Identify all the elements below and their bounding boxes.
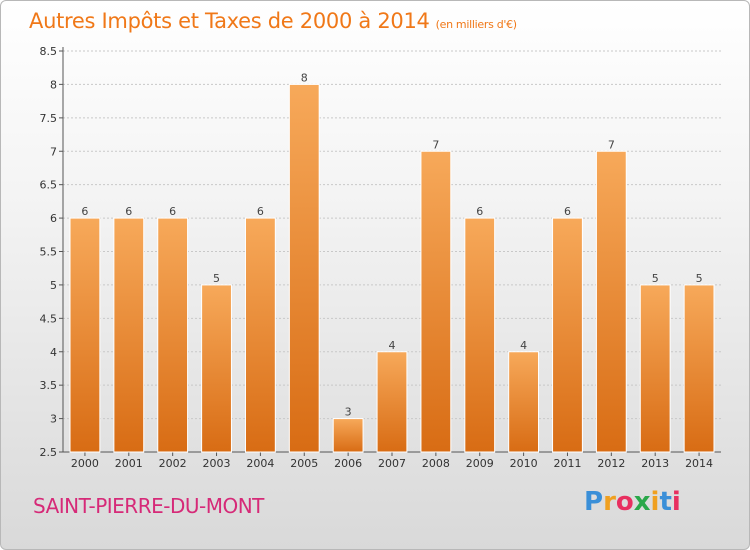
x-tick-label: 2006 [334, 457, 362, 470]
logo-letter: t [659, 487, 672, 517]
bar-2011 [552, 217, 583, 453]
bar-2006 [332, 418, 364, 453]
x-tick-label: 2013 [641, 457, 669, 470]
bar-2001 [113, 217, 145, 453]
bar-2005 [288, 83, 320, 453]
x-tick-label: 2004 [246, 457, 274, 470]
commune-name: SAINT-PIERRE-DU-MONT [33, 494, 264, 518]
x-tick-label: 2007 [378, 457, 406, 470]
bar-2008 [420, 150, 452, 453]
bar-value-label: 6 [125, 205, 132, 218]
bar-value-label: 5 [652, 272, 659, 285]
x-tick-label: 2005 [290, 457, 318, 470]
bar-value-label: 6 [476, 205, 483, 218]
y-tick-label: 6.5 [40, 179, 58, 192]
proxiti-logo[interactable]: Proxiti [584, 487, 681, 517]
bar-2010 [508, 351, 540, 453]
x-tick-label: 2010 [510, 457, 538, 470]
bar-value-label: 7 [608, 138, 615, 151]
x-tick-label: 2012 [597, 457, 625, 470]
bars [69, 83, 715, 453]
bar-value-label: 4 [389, 339, 396, 352]
x-tick-label: 2002 [159, 457, 187, 470]
y-tick-label: 2.5 [40, 446, 58, 459]
logo-letter: x [633, 487, 651, 517]
bar-value-label: 6 [564, 205, 571, 218]
bar-value-label: 6 [81, 205, 88, 218]
bar-value-label: 3 [345, 406, 352, 419]
logo-letter: i [671, 487, 681, 517]
logo-letter: o [615, 487, 634, 517]
x-tick-label: 2000 [71, 457, 99, 470]
x-tick-label: 2001 [115, 457, 143, 470]
bar-2003 [201, 284, 232, 453]
y-tick-label: 7.5 [40, 112, 58, 125]
y-tick-label: 7 [50, 145, 57, 158]
bar-value-label: 5 [696, 272, 703, 285]
bar-2004 [244, 217, 276, 453]
bar-2009 [464, 217, 496, 453]
y-tick-label: 6 [50, 212, 57, 225]
bar-2007 [376, 351, 408, 453]
x-tick-label: 2011 [553, 457, 581, 470]
y-tick-label: 3 [50, 413, 57, 426]
chart-unit: (en milliers d'€) [435, 18, 517, 31]
bar-value-label: 4 [520, 339, 527, 352]
y-tick-label: 5 [50, 279, 57, 292]
y-tick-label: 8 [50, 78, 57, 91]
bar-2002 [157, 217, 189, 453]
logo-letter: r [603, 487, 616, 517]
y-tick-label: 4 [50, 346, 57, 359]
y-tick-label: 4.5 [40, 312, 58, 325]
bar-value-label: 6 [257, 205, 264, 218]
x-tick-label: 2014 [685, 457, 713, 470]
bar-2013 [639, 284, 671, 453]
labels: 2.5 3 3.5 4 4.5 5 5.5 6 6.5 7 7.5 8 8.5 6 2000 6 2001 6 20… [40, 45, 714, 470]
bar-value-label: 5 [213, 272, 220, 285]
bar-value-label: 8 [301, 71, 308, 84]
y-tick-label: 8.5 [40, 45, 58, 58]
bar-2014 [683, 284, 715, 453]
bar-value-label: 7 [432, 138, 439, 151]
x-tick-label: 2008 [422, 457, 450, 470]
chart-title-text: Autres Impôts et Taxes de 2000 à 2014 [29, 9, 430, 33]
logo-letter: i [650, 487, 660, 517]
logo-letter: P [584, 487, 604, 517]
x-tick-label: 2003 [203, 457, 231, 470]
bar-2000 [69, 217, 101, 453]
bar-value-label: 6 [169, 205, 176, 218]
x-tick-label: 2009 [466, 457, 494, 470]
bar-2012 [595, 150, 627, 453]
y-tick-label: 5.5 [40, 246, 58, 259]
y-tick-label: 3.5 [40, 379, 58, 392]
chart-title: Autres Impôts et Taxes de 2000 à 2014 (en… [29, 9, 517, 33]
